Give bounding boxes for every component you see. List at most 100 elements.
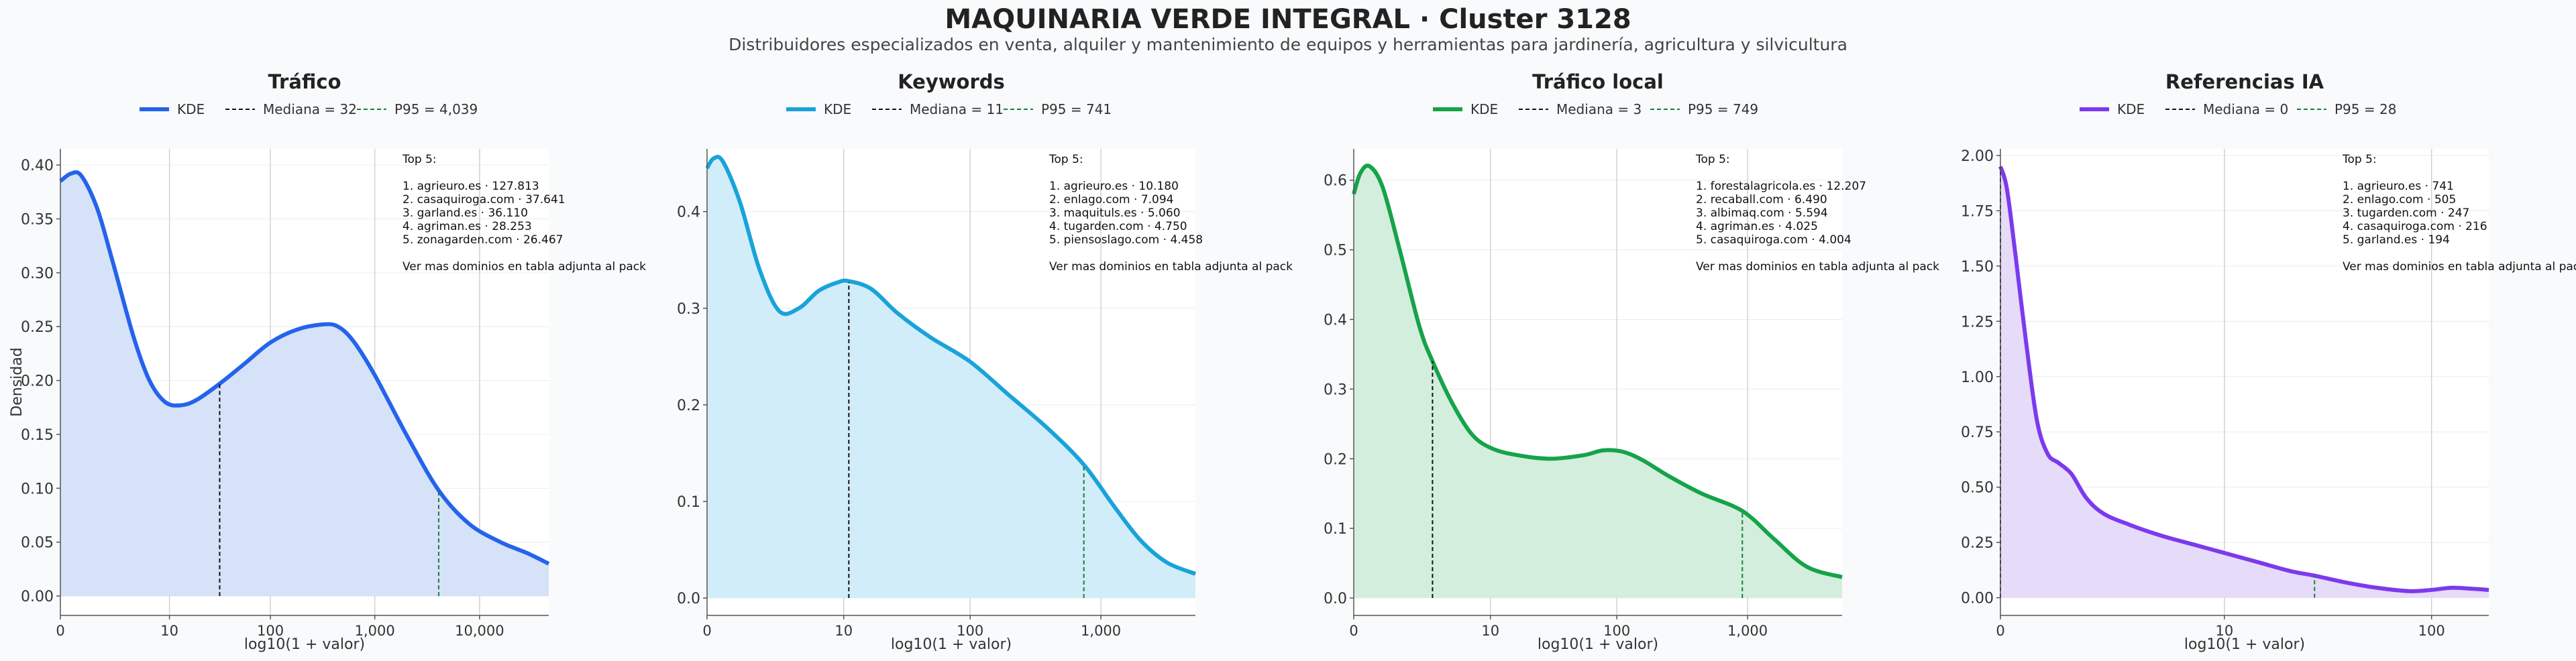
annotation-line: 1. agrieuro.es · 127.813: [402, 180, 539, 193]
chart-title: Keywords: [898, 70, 1005, 93]
y-tick-label: 0.35: [21, 211, 54, 228]
y-tick-label: 1.25: [1961, 314, 1994, 330]
legend-median-label: Mediana = 32: [263, 101, 357, 117]
kde-line: [1998, 166, 2489, 593]
legend-p95-label: P95 = 741: [1041, 101, 1112, 117]
y-tick-label: 0.1: [1324, 521, 1347, 538]
annotation-line: Top 5:: [2342, 153, 2377, 166]
y-tick-label: 0.00: [21, 589, 54, 605]
chart-1: 0.00 0.05 0.10 0.15 0.20 0.25 0.30 0.35 0.40 0 10 1…: [9, 70, 646, 653]
chart-2: 0.0 0.1 0.2 0.3 0.4 0 10 100 1,000 log10(1 + valo…: [677, 70, 1293, 653]
x-tick-label: 1,000: [1081, 623, 1121, 639]
kde-area: [2000, 166, 2489, 598]
annotation-line: 2. enlago.com · 7.094: [1049, 193, 1173, 206]
annotation-line: 3. garland.es · 36.110: [402, 206, 528, 220]
annotation-line: Ver mas dominios en tabla adjunta al pac…: [402, 260, 646, 274]
legend-median-label: Mediana = 11: [910, 101, 1004, 117]
page-title: MAQUINARIA VERDE INTEGRAL · Cluster 3128: [945, 4, 1631, 35]
x-tick-label: 1,000: [355, 623, 395, 639]
annotation-line: 5. garland.es · 194: [2343, 233, 2450, 247]
annotation-line: Top 5:: [1695, 153, 1730, 166]
annotation-line: 4. agriman.es · 4.025: [1696, 220, 1818, 233]
annotation-line: Top 5:: [1049, 153, 1083, 166]
y-tick-label: 0.15: [21, 427, 54, 444]
legend-p95-label: P95 = 749: [1688, 101, 1758, 117]
y-tick-label: 2.00: [1961, 148, 1994, 165]
x-tick-label: 0: [56, 623, 64, 639]
y-tick-label: 0.30: [21, 265, 54, 282]
x-axis-label: log10(1 + valor): [891, 636, 1012, 653]
x-tick-label: 100: [957, 623, 983, 639]
annotation-line: Top 5:: [402, 153, 437, 166]
x-axis-label: log10(1 + valor): [1538, 636, 1658, 653]
y-tick-label: 0.1: [677, 494, 700, 511]
kde-area: [60, 172, 549, 597]
x-tick-label: 0: [702, 623, 711, 639]
annotation-line: 3. maquituls.es · 5.060: [1049, 206, 1181, 220]
y-tick-label: 1.50: [1961, 259, 1994, 276]
x-tick-label: 10: [2215, 623, 2233, 639]
y-tick-label: 0.20: [21, 373, 54, 390]
y-tick-label: 0.00: [1961, 591, 1994, 607]
chart-title: Referencias IA: [2165, 70, 2324, 93]
y-tick-label: 0.3: [1324, 381, 1347, 398]
x-tick-label: 10: [835, 623, 853, 639]
annotation-line: 2. casaquiroga.com · 37.641: [402, 193, 566, 206]
annotation-line: 5. zonagarden.com · 26.467: [402, 233, 563, 247]
legend-p95-label: P95 = 28: [2334, 101, 2396, 117]
y-tick-label: 0.40: [21, 158, 54, 174]
y-tick-label: 0.50: [1961, 480, 1994, 497]
annotation-line: Ver mas dominios en tabla adjunta al pac…: [1049, 260, 1293, 274]
x-tick-label: 10: [1481, 623, 1499, 639]
annotation-line: 5. piensoslago.com · 4.458: [1049, 233, 1203, 247]
annotation-line: 5. casaquiroga.com · 4.004: [1696, 233, 1851, 247]
x-tick-label: 10: [160, 623, 178, 639]
y-tick-label: 1.00: [1961, 369, 1994, 386]
annotation-line: 3. tugarden.com · 247: [2343, 206, 2469, 220]
legend-kde-label: KDE: [2117, 101, 2145, 117]
kde-line: [705, 154, 1197, 576]
y-tick-label: 0.25: [1961, 535, 1994, 552]
y-tick-label: 0.10: [21, 481, 54, 497]
chart-3: 0.0 0.1 0.2 0.3 0.4 0.5 0.6 0 10 100 1,000 log10(1 …: [1324, 70, 1939, 653]
chart-title: Tráfico: [268, 70, 341, 93]
x-tick-label: 0: [1349, 623, 1358, 639]
y-tick-label: 0.6: [1324, 173, 1347, 190]
x-tick-label: 10,000: [455, 623, 504, 639]
x-tick-label: 1,000: [1727, 623, 1768, 639]
y-tick-label: 1.75: [1961, 203, 1994, 220]
annotation-line: 4. agriman.es · 28.253: [402, 220, 532, 233]
y-tick-label: 0.05: [21, 535, 54, 552]
x-axis-label: log10(1 + valor): [244, 636, 365, 653]
annotation-line: Ver mas dominios en tabla adjunta al pac…: [1696, 260, 1939, 274]
y-tick-label: 0.0: [677, 591, 700, 607]
annotation-line: Ver mas dominios en tabla adjunta al pac…: [2343, 260, 2576, 274]
x-axis-label: log10(1 + valor): [2184, 636, 2305, 653]
legend-median-label: Mediana = 3: [1556, 101, 1642, 117]
legend-median-label: Mediana = 0: [2203, 101, 2288, 117]
x-tick-label: 0: [1996, 623, 2004, 639]
legend-kde-label: KDE: [177, 101, 205, 117]
legend-kde-label: KDE: [1470, 101, 1498, 117]
kde-line: [1352, 164, 1843, 579]
y-tick-label: 0.5: [1324, 243, 1347, 259]
annotation-line: 4. tugarden.com · 4.750: [1049, 220, 1187, 233]
annotation-line: 1. agrieuro.es · 741: [2343, 180, 2454, 193]
y-tick-label: 0.4: [677, 204, 700, 221]
y-tick-label: 0.4: [1324, 312, 1347, 329]
annotation-line: 1. forestalagricola.es · 12.207: [1696, 180, 1866, 193]
page-subtitle: Distribuidores especializados en venta, …: [729, 35, 1847, 54]
kde-line: [59, 170, 550, 566]
annotation-line: 4. casaquiroga.com · 216: [2343, 220, 2487, 233]
legend-kde-label: KDE: [824, 101, 851, 117]
annotation-line: 2. recaball.com · 6.490: [1696, 193, 1827, 206]
x-tick-label: 100: [257, 623, 284, 639]
legend-p95-label: P95 = 4,039: [394, 101, 478, 117]
annotation-line: 2. enlago.com · 505: [2343, 193, 2456, 206]
y-tick-label: 0.2: [1324, 451, 1347, 468]
chart-4: 0.00 0.25 0.50 0.75 1.00 1.25 1.50 1.75 2.00 0 10 1…: [1961, 70, 2576, 653]
kde-area: [1354, 166, 1842, 599]
annotation-line: 1. agrieuro.es · 10.180: [1049, 180, 1179, 193]
annotation-line: 3. albimaq.com · 5.594: [1696, 206, 1828, 220]
